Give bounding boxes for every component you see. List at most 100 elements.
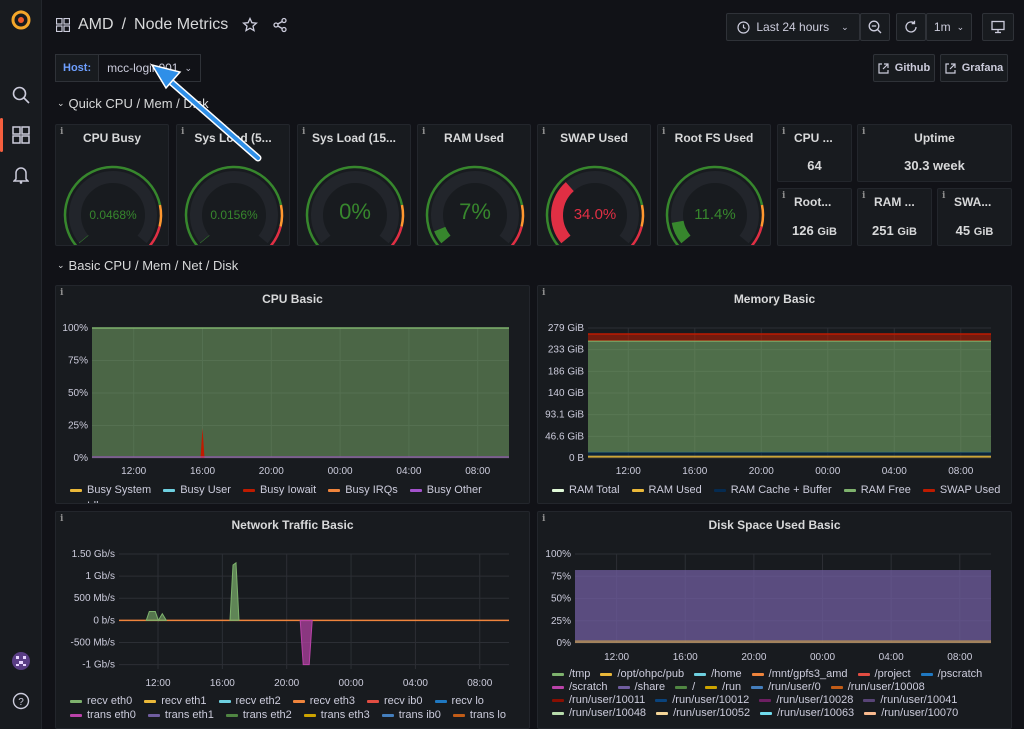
- legend-item[interactable]: /opt/ohpc/pub: [600, 668, 684, 680]
- info-icon[interactable]: i: [60, 288, 64, 298]
- info-icon[interactable]: i: [862, 127, 866, 137]
- dashboards-icon[interactable]: [0, 118, 42, 152]
- zoom-out-button[interactable]: [860, 13, 890, 41]
- legend-item[interactable]: trans eth0: [70, 709, 136, 721]
- row-header-quick[interactable]: ⌄ Quick CPU / Mem / Disk: [57, 96, 209, 111]
- star-icon[interactable]: [242, 17, 259, 33]
- help-icon[interactable]: ?: [0, 684, 42, 718]
- legend-item[interactable]: /run/user/10048: [552, 707, 646, 719]
- legend-item[interactable]: /: [675, 681, 695, 693]
- gauge-panel[interactable]: i Root FS Used 11.4%: [657, 124, 771, 246]
- legend-item[interactable]: Busy User: [163, 484, 231, 496]
- legend-item[interactable]: /mnt/gpfs3_amd: [751, 668, 848, 680]
- info-icon[interactable]: i: [302, 127, 306, 137]
- gauge-threshold-arc: [545, 165, 644, 245]
- info-icon[interactable]: i: [782, 127, 786, 137]
- y-tick-label: 50%: [551, 594, 571, 605]
- disk-space-panel[interactable]: i Disk Space Used Basic 100% 75% 50% 25% 0% 1…: [537, 511, 1012, 729]
- legend-item[interactable]: /run/user/10011: [552, 694, 645, 706]
- info-icon[interactable]: i: [422, 127, 426, 137]
- time-range-picker[interactable]: Last 24 hours ⌄: [726, 13, 860, 41]
- info-icon[interactable]: i: [60, 127, 64, 137]
- info-icon[interactable]: i: [542, 514, 546, 524]
- legend-item[interactable]: /run: [705, 681, 741, 693]
- legend-item[interactable]: Busy IRQs: [328, 484, 398, 496]
- legend-item[interactable]: recv eth3: [292, 695, 355, 707]
- search-icon[interactable]: [0, 78, 42, 112]
- legend-item[interactable]: RAM Cache + Buffer: [713, 484, 832, 496]
- legend-item[interactable]: trans ib0: [381, 709, 441, 721]
- grafana-logo-icon[interactable]: [0, 3, 42, 37]
- row-title: Quick CPU / Mem / Disk: [68, 96, 209, 111]
- refresh-button[interactable]: [896, 13, 926, 41]
- info-icon[interactable]: i: [862, 191, 866, 201]
- memory-basic-chart[interactable]: 279 GiB 233 GiB 186 GiB 140 GiB 93.1 GiB 46.6…: [538, 286, 1012, 504]
- legend-item[interactable]: RAM Total: [552, 484, 620, 496]
- info-icon[interactable]: i: [662, 127, 666, 137]
- info-icon[interactable]: i: [60, 514, 64, 524]
- legend-item[interactable]: Idle: [70, 500, 105, 503]
- avatar[interactable]: [0, 644, 42, 678]
- gauge-panel[interactable]: i RAM Used 7%: [417, 124, 531, 246]
- legend-item[interactable]: /share: [617, 681, 665, 693]
- row-header-basic[interactable]: ⌄ Basic CPU / Mem / Net / Disk: [57, 258, 238, 273]
- stat-panel[interactable]: i Root... 126 GiB: [777, 188, 852, 246]
- cpu-basic-panel[interactable]: i CPU Basic 100% 75% 50% 25% 0% 12:00 16:00 20:…: [55, 285, 530, 504]
- info-icon[interactable]: i: [542, 127, 546, 137]
- legend-item[interactable]: trans lo: [452, 709, 506, 721]
- page-title[interactable]: Node Metrics: [134, 16, 229, 33]
- legend-item[interactable]: /run/user/10063: [760, 707, 854, 719]
- memory-basic-panel[interactable]: i Memory Basic 279 GiB 233 GiB 186 GiB 140 …: [537, 285, 1012, 504]
- gauge-panel[interactable]: i CPU Busy 0.0468%: [55, 124, 169, 246]
- stat-panel[interactable]: i SWA... 45 GiB: [937, 188, 1012, 246]
- legend-item[interactable]: recv eth1: [144, 695, 207, 707]
- refresh-interval-picker[interactable]: 1m ⌄: [926, 13, 972, 41]
- legend-item[interactable]: /run/user/10008: [830, 681, 925, 693]
- legend-item[interactable]: /pscratch: [920, 668, 982, 680]
- legend-item[interactable]: SWAP Used: [922, 484, 1000, 496]
- legend-item[interactable]: trans eth3: [303, 709, 370, 721]
- github-link[interactable]: Github: [873, 54, 935, 82]
- gauge-panel[interactable]: i SWAP Used 34.0%: [537, 124, 651, 246]
- stat-panel[interactable]: i RAM ... 251 GiB: [857, 188, 932, 246]
- cpu-basic-chart[interactable]: 100% 75% 50% 25% 0% 12:00 16:00 20:00 00:00 04:00…: [56, 286, 530, 504]
- legend-item[interactable]: /run/user/10070: [864, 707, 958, 719]
- legend-item[interactable]: RAM Free: [843, 484, 911, 496]
- legend-item[interactable]: /home: [694, 668, 742, 680]
- legend-item[interactable]: recv eth2: [218, 695, 281, 707]
- legend-item[interactable]: recv lo: [434, 695, 484, 707]
- legend-item[interactable]: /run/user/10052: [656, 707, 750, 719]
- legend-item[interactable]: /run/user/10041: [863, 694, 957, 706]
- legend-item[interactable]: trans eth2: [225, 709, 292, 721]
- grafana-link[interactable]: Grafana: [940, 54, 1008, 82]
- legend-item[interactable]: recv ib0: [367, 695, 423, 707]
- stat-panel[interactable]: i CPU ... 64: [777, 124, 852, 182]
- chart-legend: RAM Total RAM Used RAM Cache + Buffer RAM F…: [552, 484, 1007, 496]
- info-icon[interactable]: i: [942, 191, 946, 201]
- legend-item[interactable]: Busy Other: [409, 484, 482, 496]
- info-icon[interactable]: i: [542, 288, 546, 298]
- disk-space-chart[interactable]: 100% 75% 50% 25% 0% 12:00 16:00 20:00 00:00 04:00…: [538, 512, 1012, 729]
- legend-item[interactable]: trans eth1: [147, 709, 214, 721]
- network-traffic-panel[interactable]: i Network Traffic Basic 1.50 Gb/s 1 Gb/s 5…: [55, 511, 530, 729]
- legend-item[interactable]: /project: [857, 668, 911, 680]
- gauge-panel[interactable]: i Sys Load (5... 0.0156%: [176, 124, 290, 246]
- gauge-panel[interactable]: i Sys Load (15... 0%: [297, 124, 411, 246]
- legend-item[interactable]: /run/user/10012: [655, 694, 749, 706]
- legend-item[interactable]: RAM Used: [631, 484, 702, 496]
- bell-icon[interactable]: [0, 158, 42, 192]
- share-icon[interactable]: [272, 17, 288, 33]
- legend-item[interactable]: Busy System: [70, 484, 151, 496]
- info-icon[interactable]: i: [782, 191, 786, 201]
- stat-panel[interactable]: i Uptime 30.3 week: [857, 124, 1012, 182]
- host-select[interactable]: mcc-login001 ⌄: [99, 54, 202, 82]
- legend-item[interactable]: /tmp: [552, 668, 590, 680]
- legend-item[interactable]: /scratch: [552, 681, 608, 693]
- folder-link[interactable]: AMD: [78, 16, 114, 33]
- tv-mode-button[interactable]: [982, 13, 1014, 41]
- legend-item[interactable]: /run/user/0: [751, 681, 821, 693]
- legend-item[interactable]: Busy Iowait: [242, 484, 316, 496]
- network-traffic-chart[interactable]: 1.50 Gb/s 1 Gb/s 500 Mb/s 0 b/s -500 Mb/s -1 …: [56, 512, 530, 729]
- legend-item[interactable]: recv eth0: [70, 695, 132, 707]
- legend-item[interactable]: /run/user/10028: [759, 694, 853, 706]
